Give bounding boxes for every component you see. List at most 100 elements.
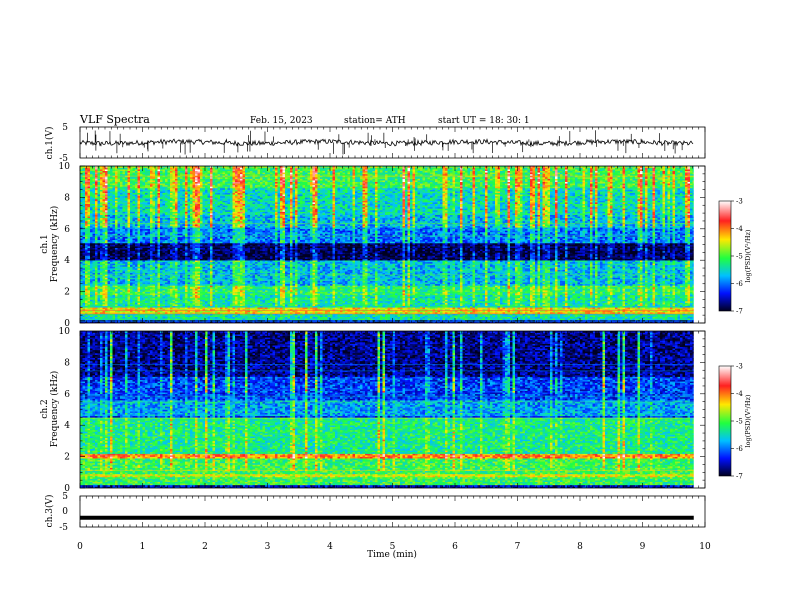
spectrogram-cell [143, 284, 146, 286]
spectrogram-cell [170, 278, 173, 280]
spectrogram-cell [185, 301, 188, 303]
spectrogram-cell [138, 292, 141, 294]
spectrogram-cell [133, 287, 136, 289]
spectrogram-cell [113, 226, 116, 228]
spectrogram-cell [93, 276, 96, 278]
spectrogram-cell [98, 224, 101, 226]
spectrogram-cell [130, 215, 133, 217]
spectrogram-cell [100, 301, 103, 303]
spectrogram-cell [90, 289, 93, 291]
spectrogram-cell [188, 318, 191, 320]
spectrogram-cell [108, 241, 111, 243]
spectrogram-cell [178, 234, 181, 236]
spectrogram-cell [150, 182, 153, 184]
spectrogram-cell [168, 240, 171, 242]
spectrogram-cell [110, 237, 113, 239]
spectrogram-cell [195, 265, 198, 267]
spectrogram-cell [83, 298, 86, 300]
spectrogram-cell [105, 188, 108, 190]
spectrogram-cell [165, 177, 168, 179]
spectrogram-cell [165, 301, 168, 303]
spectrogram-cell [83, 281, 86, 283]
spectrogram-cell [88, 260, 91, 262]
spectrogram-cell [158, 205, 161, 207]
spectrogram-cell [145, 171, 148, 173]
spectrogram-cell [165, 194, 168, 196]
spectrogram-cell [150, 202, 153, 204]
spectrogram-cell [150, 183, 153, 185]
spectrogram-cell [110, 219, 113, 221]
spectrogram-cell [183, 320, 186, 322]
spectrogram-cell [150, 229, 153, 231]
spectrogram-cell [108, 289, 111, 291]
spectrogram-cell [170, 296, 173, 298]
spectrogram-cell [113, 210, 116, 212]
spectrogram-cell [190, 186, 193, 188]
spectrogram-cell [193, 221, 196, 223]
spectrogram-cell [130, 174, 133, 176]
spectrogram-cell [180, 246, 183, 248]
spectrogram-cell [153, 256, 156, 258]
spectrogram-cell [83, 208, 86, 210]
spectrogram-cell [125, 208, 128, 210]
spectrogram-cell [188, 307, 191, 309]
spectrogram-cell [145, 234, 148, 236]
spectrogram-cell [155, 186, 158, 188]
spectrogram-cell [98, 303, 101, 305]
spectrogram-cell [120, 301, 123, 303]
spectrogram-cell [103, 183, 106, 185]
spectrogram-cell [150, 256, 153, 258]
spectrogram-cell [85, 219, 88, 221]
spectrogram-cell [158, 224, 161, 226]
spectrogram-cell [190, 256, 193, 258]
spectrogram-cell [170, 307, 173, 309]
spectrogram-cell [110, 246, 113, 248]
spectrogram-cell [100, 318, 103, 320]
spectrogram-cell [115, 284, 118, 286]
spectrogram-cell [113, 245, 116, 247]
spectrogram-cell [153, 172, 156, 174]
spectrogram-cell [115, 171, 118, 173]
spectrogram-cell [80, 304, 83, 306]
spectrogram-cell [140, 213, 143, 215]
spectrogram-cell [185, 197, 188, 199]
spectrogram-cell [128, 234, 131, 236]
spectrogram-cell [185, 246, 188, 248]
spectrogram-cell [190, 188, 193, 190]
spectrogram-cell [150, 224, 153, 226]
spectrogram-cell [185, 256, 188, 258]
spectrogram-cell [128, 219, 131, 221]
spectrogram-cell [163, 307, 166, 309]
spectrogram-cell [98, 293, 101, 295]
spectrogram-cell [95, 246, 98, 248]
spectrogram-cell [170, 229, 173, 231]
spectrogram-cell [125, 245, 128, 247]
spectrogram-cell [110, 240, 113, 242]
spectrogram-cell [165, 197, 168, 199]
spectrogram-cell [95, 282, 98, 284]
spectrogram-cell [140, 254, 143, 256]
spectrogram-cell [103, 281, 106, 283]
spectrogram-cell [118, 240, 121, 242]
spectrogram-cell [120, 205, 123, 207]
spectrogram-cell [115, 254, 118, 256]
spectrogram-cell [150, 168, 153, 170]
spectrogram-cell [160, 262, 163, 264]
spectrogram-cell [100, 241, 103, 243]
spectrogram-cell [185, 210, 188, 212]
spectrogram-cell [110, 287, 113, 289]
spectrogram-cell [100, 296, 103, 298]
spectrogram-cell [160, 282, 163, 284]
spectrogram-cell [148, 194, 151, 196]
spectrogram-cell [140, 183, 143, 185]
spectrogram-cell [158, 215, 161, 217]
spectrogram-cell [145, 245, 148, 247]
spectrogram-cell [135, 215, 138, 217]
spectrogram-cell [93, 303, 96, 305]
spectrogram-cell [170, 215, 173, 217]
spectrogram-cell [115, 213, 118, 215]
spectrogram-cell [80, 183, 83, 185]
spectrogram-cell [140, 215, 143, 217]
spectrogram-cell [175, 208, 178, 210]
spectrogram-cell [90, 224, 93, 226]
